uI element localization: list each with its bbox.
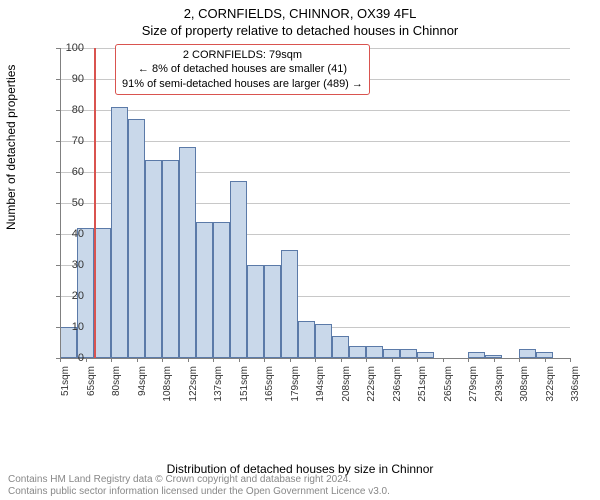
x-tick-mark	[443, 358, 444, 362]
y-tick-label: 100	[54, 42, 84, 54]
chart-title: 2, CORNFIELDS, CHINNOR, OX39 4FL	[0, 0, 600, 21]
x-tick-mark	[86, 358, 87, 362]
x-tick-mark	[545, 358, 546, 362]
x-tick-label: 236sqm	[392, 366, 403, 416]
x-tick-mark	[264, 358, 265, 362]
x-tick-mark	[392, 358, 393, 362]
x-tick-mark	[239, 358, 240, 362]
histogram-bar	[162, 160, 179, 358]
x-tick-mark	[366, 358, 367, 362]
y-tick-label: 50	[54, 197, 84, 209]
histogram-bar	[247, 265, 264, 358]
histogram-bar	[111, 107, 128, 358]
histogram-bar	[519, 349, 536, 358]
y-tick-label: 10	[54, 321, 84, 333]
histogram-bar	[298, 321, 315, 358]
histogram-bar	[315, 324, 332, 358]
annotation-line: 2 CORNFIELDS: 79sqm	[122, 48, 363, 62]
y-tick-label: 40	[54, 228, 84, 240]
y-tick-label: 70	[54, 135, 84, 147]
y-axis-label: Number of detached properties	[4, 65, 18, 230]
x-tick-label: 108sqm	[162, 366, 173, 416]
y-tick-label: 80	[54, 104, 84, 116]
x-tick-label: 293sqm	[494, 366, 505, 416]
x-tick-mark	[290, 358, 291, 362]
grid-line	[60, 110, 570, 111]
histogram-bar	[179, 147, 196, 358]
histogram-bar	[145, 160, 162, 358]
x-tick-label: 208sqm	[341, 366, 352, 416]
histogram-bar	[349, 346, 366, 358]
histogram-bar	[128, 119, 145, 358]
y-tick-label: 0	[54, 352, 84, 364]
chart-subtitle: Size of property relative to detached ho…	[0, 21, 600, 40]
chart-container: 2, CORNFIELDS, CHINNOR, OX39 4FL Size of…	[0, 0, 600, 500]
histogram-bar	[366, 346, 383, 358]
x-tick-label: 308sqm	[519, 366, 530, 416]
histogram-bar	[332, 336, 349, 358]
x-tick-mark	[137, 358, 138, 362]
x-tick-label: 336sqm	[570, 366, 581, 416]
y-tick-label: 30	[54, 259, 84, 271]
y-tick-label: 60	[54, 166, 84, 178]
x-tick-mark	[162, 358, 163, 362]
plot-area: 2 CORNFIELDS: 79sqm← 8% of detached hous…	[60, 48, 570, 418]
x-tick-label: 65sqm	[86, 366, 97, 416]
x-tick-label: 122sqm	[188, 366, 199, 416]
x-tick-mark	[494, 358, 495, 362]
x-tick-mark	[111, 358, 112, 362]
histogram-bar	[383, 349, 400, 358]
x-tick-mark	[341, 358, 342, 362]
x-tick-mark	[468, 358, 469, 362]
x-tick-mark	[188, 358, 189, 362]
x-tick-label: 265sqm	[443, 366, 454, 416]
x-tick-mark	[570, 358, 571, 362]
histogram-bar	[213, 222, 230, 358]
histogram-bar	[196, 222, 213, 358]
x-tick-label: 322sqm	[545, 366, 556, 416]
x-tick-mark	[213, 358, 214, 362]
x-tick-label: 137sqm	[213, 366, 224, 416]
histogram-bar	[264, 265, 281, 358]
histogram-bar	[230, 181, 247, 358]
x-tick-mark	[417, 358, 418, 362]
x-tick-label: 179sqm	[290, 366, 301, 416]
footer: Contains HM Land Registry data © Crown c…	[8, 474, 390, 498]
x-tick-label: 94sqm	[137, 366, 148, 416]
x-tick-label: 165sqm	[264, 366, 275, 416]
x-tick-label: 51sqm	[60, 366, 71, 416]
footer-line-1: Contains HM Land Registry data © Crown c…	[8, 474, 390, 486]
x-tick-mark	[315, 358, 316, 362]
x-tick-label: 80sqm	[111, 366, 122, 416]
footer-line-2: Contains public sector information licen…	[8, 486, 390, 498]
x-tick-label: 151sqm	[239, 366, 250, 416]
annotation-line: 91% of semi-detached houses are larger (…	[122, 77, 363, 91]
histogram-bar	[94, 228, 111, 358]
annotation-box: 2 CORNFIELDS: 79sqm← 8% of detached hous…	[115, 44, 370, 95]
annotation-line: ← 8% of detached houses are smaller (41)	[122, 62, 363, 76]
x-tick-label: 279sqm	[468, 366, 479, 416]
histogram-bar	[281, 250, 298, 359]
x-tick-label: 194sqm	[315, 366, 326, 416]
y-tick-label: 20	[54, 290, 84, 302]
property-marker-line	[94, 48, 96, 358]
x-tick-label: 251sqm	[417, 366, 428, 416]
x-tick-label: 222sqm	[366, 366, 377, 416]
y-tick-label: 90	[54, 73, 84, 85]
histogram-bar	[400, 349, 417, 358]
x-tick-mark	[519, 358, 520, 362]
